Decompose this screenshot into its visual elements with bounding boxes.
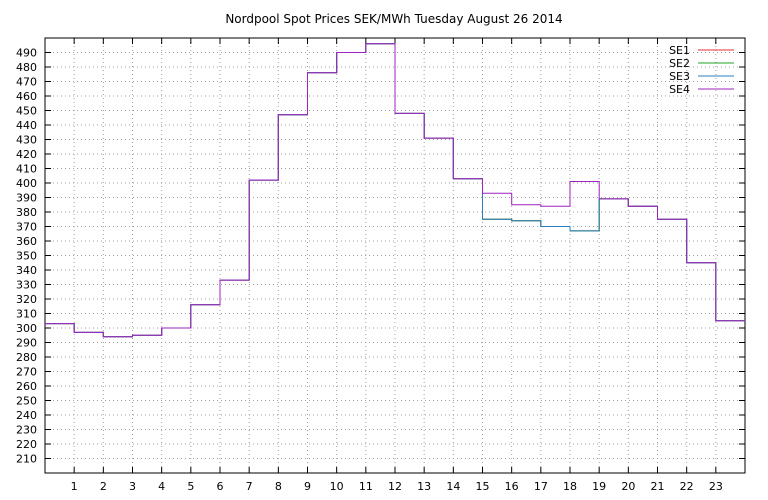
x-tick-label: 5 bbox=[187, 480, 194, 493]
x-tick-label: 10 bbox=[330, 480, 344, 493]
x-tick-label: 6 bbox=[217, 480, 224, 493]
y-tick-label: 440 bbox=[16, 119, 37, 132]
y-tick-label: 480 bbox=[16, 61, 37, 74]
y-tick-label: 470 bbox=[16, 76, 37, 89]
y-tick-label: 430 bbox=[16, 134, 37, 147]
y-tick-label: 370 bbox=[16, 221, 37, 234]
y-tick-label: 340 bbox=[16, 264, 37, 277]
y-tick-label: 380 bbox=[16, 206, 37, 219]
y-tick-label: 490 bbox=[16, 47, 37, 60]
legend-label-se4: SE4 bbox=[669, 83, 690, 96]
chart-title: Nordpool Spot Prices SEK/MWh Tuesday Aug… bbox=[225, 12, 562, 26]
y-tick-label: 410 bbox=[16, 163, 37, 176]
axes: 2102202302402502602702802903003103203303… bbox=[16, 37, 746, 493]
x-tick-label: 17 bbox=[534, 480, 548, 493]
x-tick-label: 21 bbox=[651, 480, 665, 493]
y-tick-label: 280 bbox=[16, 351, 37, 364]
x-tick-label: 8 bbox=[275, 480, 282, 493]
x-tick-label: 16 bbox=[505, 480, 519, 493]
y-tick-label: 250 bbox=[16, 395, 37, 408]
y-tick-label: 360 bbox=[16, 235, 37, 248]
x-tick-label: 7 bbox=[246, 480, 253, 493]
x-tick-label: 14 bbox=[446, 480, 460, 493]
x-tick-label: 4 bbox=[158, 480, 165, 493]
x-tick-label: 3 bbox=[129, 480, 136, 493]
y-tick-label: 230 bbox=[16, 424, 37, 437]
y-tick-label: 420 bbox=[16, 148, 37, 161]
x-tick-label: 22 bbox=[680, 480, 694, 493]
x-tick-label: 1 bbox=[71, 480, 78, 493]
y-tick-label: 300 bbox=[16, 322, 37, 335]
y-tick-label: 270 bbox=[16, 366, 37, 379]
y-tick-label: 390 bbox=[16, 192, 37, 205]
x-tick-label: 11 bbox=[359, 480, 373, 493]
y-tick-label: 220 bbox=[16, 438, 37, 451]
y-tick-label: 330 bbox=[16, 279, 37, 292]
y-tick-label: 460 bbox=[16, 90, 37, 103]
y-tick-label: 310 bbox=[16, 308, 37, 321]
x-tick-label: 18 bbox=[563, 480, 577, 493]
y-tick-label: 320 bbox=[16, 293, 37, 306]
y-tick-label: 290 bbox=[16, 337, 37, 350]
x-tick-label: 2 bbox=[100, 480, 107, 493]
y-tick-label: 210 bbox=[16, 453, 37, 466]
legend-label-se2: SE2 bbox=[669, 57, 690, 70]
legend-label-se1: SE1 bbox=[669, 44, 690, 57]
x-tick-label: 9 bbox=[304, 480, 311, 493]
x-tick-label: 20 bbox=[621, 480, 635, 493]
y-tick-label: 400 bbox=[16, 177, 37, 190]
x-tick-label: 12 bbox=[388, 480, 402, 493]
series-line-se4 bbox=[45, 43, 745, 338]
x-tick-label: 23 bbox=[709, 480, 723, 493]
x-tick-label: 15 bbox=[476, 480, 490, 493]
x-tick-label: 19 bbox=[592, 480, 606, 493]
y-tick-label: 240 bbox=[16, 409, 37, 422]
legend-label-se3: SE3 bbox=[669, 70, 690, 83]
y-tick-label: 260 bbox=[16, 380, 37, 393]
x-tick-label: 13 bbox=[417, 480, 431, 493]
plot-border bbox=[44, 37, 746, 474]
y-tick-label: 450 bbox=[16, 105, 37, 118]
series-layer bbox=[45, 43, 745, 338]
y-tick-label: 350 bbox=[16, 250, 37, 263]
